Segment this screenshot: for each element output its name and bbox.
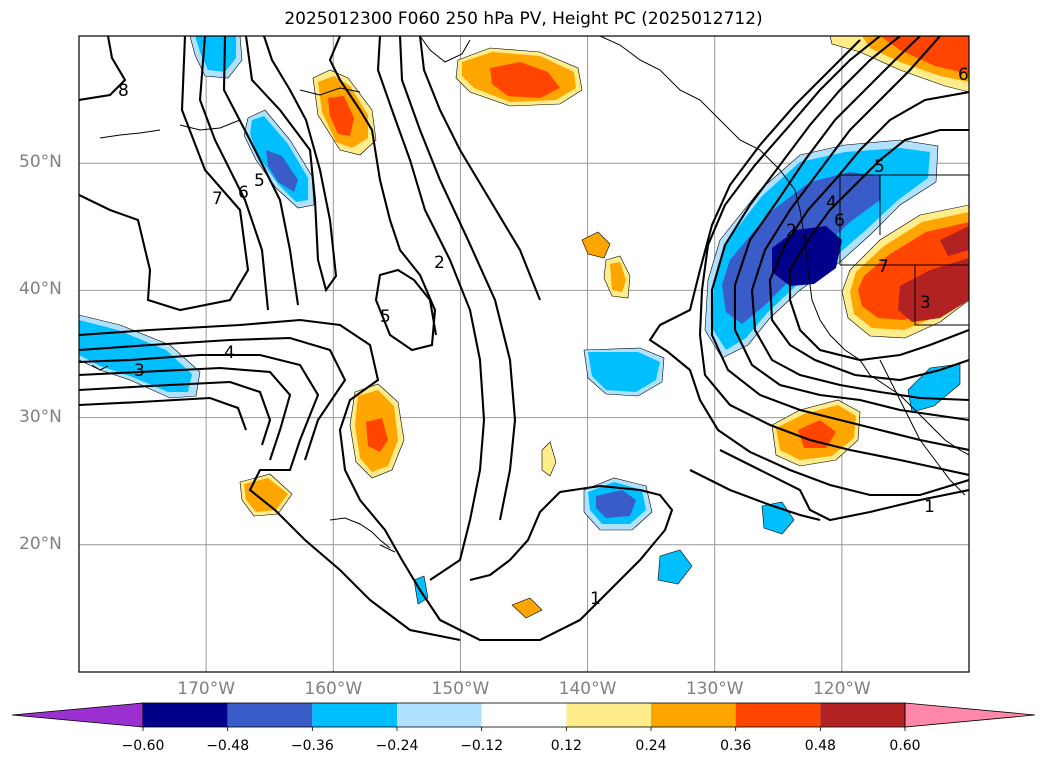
colorbar-box [481, 703, 567, 727]
pv-height-map: 8 7 6 5 5 2 4 3 1 1 5 4 6 2 7 3 6 [78, 35, 970, 673]
lon-tick-label: 170°W [177, 679, 236, 699]
height-contours [79, 36, 969, 642]
colorbar-tick-label: 0.24 [635, 738, 667, 754]
contour-label: 1 [924, 497, 935, 517]
contour-label: 3 [134, 361, 145, 381]
contour-label: 5 [254, 171, 265, 191]
colorbar-tick-label: −0.36 [290, 738, 334, 754]
colorbar-box [312, 703, 397, 727]
map-title: 2025012300 F060 250 hPa PV, Height PC (2… [284, 9, 763, 29]
colorbar-tick-label: −0.12 [460, 738, 504, 754]
lon-tick-label: 120°W [812, 679, 871, 699]
contour-label: 7 [878, 257, 889, 277]
state-borders [839, 174, 969, 326]
contour-label: 7 [212, 189, 223, 209]
map-frame [78, 35, 970, 673]
contour-label: 5 [874, 157, 885, 177]
colorbar-tick-label: 0.60 [889, 738, 921, 754]
colorbar-box [820, 703, 905, 727]
contour-label: 4 [224, 343, 235, 363]
colorbar-extend-low [11, 702, 144, 728]
lon-tick-label: 140°W [558, 679, 617, 699]
lon-tick-label: 150°W [431, 679, 490, 699]
colorbar-tick-label: 0.36 [720, 738, 752, 754]
colorbar-box [397, 703, 482, 727]
contour-labels: 8 7 6 5 5 2 4 3 1 1 5 4 6 2 7 3 6 [118, 65, 969, 609]
contour-label: 6 [834, 211, 845, 231]
colorbar-box [143, 703, 228, 727]
contour-label: 2 [786, 221, 797, 241]
colorbar-tick-label: 0.12 [550, 738, 582, 754]
colorbar-box [227, 703, 313, 727]
lat-tick-label: 20°N [19, 533, 62, 554]
contour-label: 1 [590, 589, 601, 609]
contour-label: 5 [380, 307, 391, 327]
lon-tick-label: 130°W [685, 679, 744, 699]
contour-label: 2 [434, 253, 445, 273]
contour-label: 6 [238, 183, 249, 203]
colorbar-box [651, 703, 736, 727]
coastlines [91, 36, 969, 553]
contour-label: 6 [958, 65, 969, 85]
colorbar-tick-label: 0.48 [804, 738, 836, 754]
colorbar-tick-label: −0.60 [121, 738, 165, 754]
colorbar-tick-label: −0.48 [206, 738, 250, 754]
colorbar-box [566, 703, 651, 727]
contour-label: 3 [920, 293, 931, 313]
contour-label: 8 [118, 81, 129, 101]
lat-tick-label: 40°N [19, 279, 62, 300]
lat-tick-label: 50°N [19, 152, 62, 173]
contour-label: 4 [826, 193, 837, 213]
colorbar-extend-high [904, 702, 1036, 728]
colorbar-box [735, 703, 821, 727]
lat-tick-label: 30°N [19, 406, 62, 427]
colorbar-tick-label: −0.24 [375, 738, 419, 754]
lon-tick-label: 160°W [304, 679, 363, 699]
colorbar-frame [142, 702, 906, 728]
